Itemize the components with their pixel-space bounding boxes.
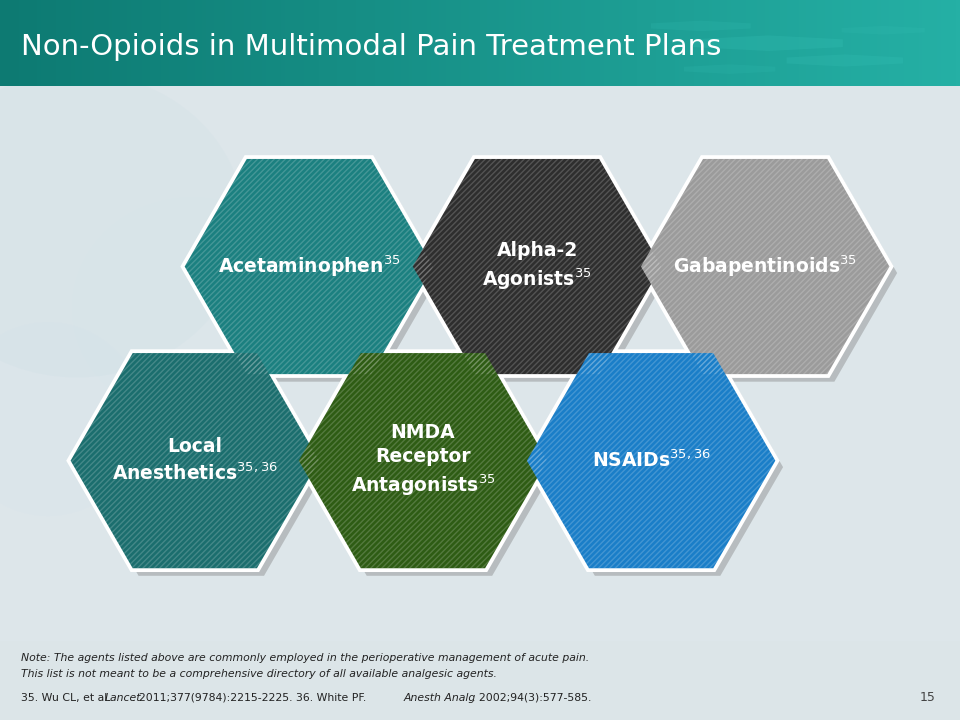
Polygon shape: [636, 156, 894, 378]
Polygon shape: [413, 159, 661, 374]
Text: 15: 15: [920, 691, 936, 704]
Ellipse shape: [72, 197, 312, 419]
Polygon shape: [66, 349, 324, 572]
Polygon shape: [641, 159, 889, 374]
Ellipse shape: [0, 322, 144, 516]
Polygon shape: [304, 359, 555, 576]
Text: Note: The agents listed above are commonly employed in the perioperative managem: Note: The agents listed above are common…: [21, 653, 589, 663]
Text: NSAIDs$^{35,36}$: NSAIDs$^{35,36}$: [591, 450, 710, 472]
Polygon shape: [532, 359, 783, 576]
Polygon shape: [184, 159, 433, 374]
Polygon shape: [295, 349, 552, 572]
Ellipse shape: [58, 100, 230, 239]
Text: Acetaminophen$^{35}$: Acetaminophen$^{35}$: [218, 253, 400, 279]
Polygon shape: [71, 353, 319, 568]
Text: Local
Anesthetics$^{35,36}$: Local Anesthetics$^{35,36}$: [112, 437, 277, 484]
Polygon shape: [522, 349, 780, 572]
Polygon shape: [299, 353, 547, 568]
Text: Non-Opioids in Multimodal Pain Treatment Plans: Non-Opioids in Multimodal Pain Treatment…: [21, 32, 722, 60]
Polygon shape: [180, 156, 438, 378]
Polygon shape: [646, 164, 898, 382]
Polygon shape: [76, 359, 326, 576]
Text: Alpha-2
Agonists$^{35}$: Alpha-2 Agonists$^{35}$: [482, 241, 591, 292]
Polygon shape: [418, 164, 669, 382]
Polygon shape: [190, 164, 441, 382]
Text: Gabapentinoids$^{35}$: Gabapentinoids$^{35}$: [673, 253, 857, 279]
Text: Anesth Analg: Anesth Analg: [403, 693, 475, 703]
Polygon shape: [527, 353, 776, 568]
Text: NMDA
Receptor
Antagonists$^{35}$: NMDA Receptor Antagonists$^{35}$: [350, 423, 495, 498]
Polygon shape: [408, 156, 665, 378]
Text: This list is not meant to be a comprehensive directory of all available analgesi: This list is not meant to be a comprehen…: [21, 669, 497, 679]
Text: . 2002;94(3):577-585.: . 2002;94(3):577-585.: [472, 693, 591, 703]
Ellipse shape: [0, 73, 245, 377]
Text: 35. Wu CL, et al.: 35. Wu CL, et al.: [21, 693, 114, 703]
Text: Lancet: Lancet: [105, 693, 141, 703]
Text: . 2011;377(9784):2215-2225. 36. White PF.: . 2011;377(9784):2215-2225. 36. White PF…: [132, 693, 371, 703]
